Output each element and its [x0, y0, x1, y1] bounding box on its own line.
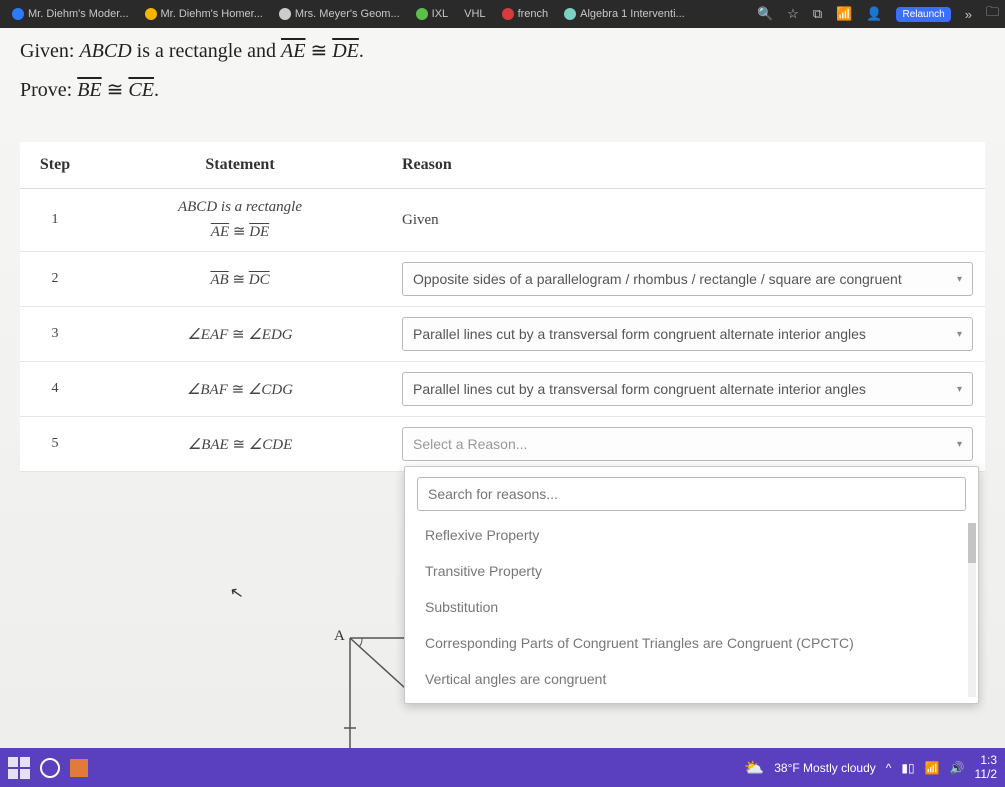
chevron-icon[interactable]: » [965, 7, 972, 22]
start-button[interactable] [8, 757, 30, 779]
reason-dropdown[interactable]: Parallel lines cut by a transversal form… [402, 317, 973, 351]
reason-cell: Parallel lines cut by a transversal form… [390, 307, 985, 362]
step-number: 4 [20, 362, 90, 417]
browser-tab-strip: Mr. Diehm's Moder... Mr. Diehm's Homer..… [0, 0, 1005, 28]
statement-cell: ∠EAF ≅ ∠EDG [90, 307, 390, 362]
windows-taskbar: ⛅ 38°F Mostly cloudy ^ ▮▯ 📶 🔊 1:3 11/2 [0, 748, 1005, 787]
browser-tab[interactable]: Algebra 1 Interventi... [558, 6, 691, 22]
reason-option[interactable]: Corresponding Parts of Congruent Triangl… [417, 625, 966, 661]
col-statement-header: Statement [90, 142, 390, 189]
cortana-icon[interactable] [40, 758, 60, 778]
chevron-down-icon: ▾ [957, 384, 962, 395]
tab-label: IXL [432, 8, 449, 20]
reason-cell: Select a Reason... ▾ [390, 417, 985, 472]
scrollbar-thumb[interactable] [968, 523, 976, 563]
step-number: 3 [20, 307, 90, 362]
tab-label: french [518, 8, 549, 20]
reason-dropdown[interactable]: Select a Reason... ▾ [402, 427, 973, 461]
tab-icon [12, 8, 24, 20]
reason-cell: Opposite sides of a parallelogram / rhom… [390, 252, 985, 307]
taskbar-date[interactable]: 11/2 [975, 768, 997, 781]
mouse-cursor-icon: ↖ [228, 582, 245, 604]
reason-option[interactable]: Vertical angles are congruent [417, 661, 966, 697]
reason-search-input[interactable] [417, 477, 966, 511]
star-icon[interactable]: ☆ [787, 6, 799, 22]
reason-option[interactable]: Substitution [417, 589, 966, 625]
tab-label: Mr. Diehm's Moder... [28, 8, 129, 20]
col-step-header: Step [20, 142, 90, 189]
chevron-down-icon: ▾ [957, 329, 962, 340]
relaunch-button[interactable]: Relaunch [896, 7, 950, 22]
browser-toolbar-icons: 🔍 ☆ ⧉ 📶 👤 Relaunch » 🗀 [757, 3, 999, 25]
chevron-down-icon: ▾ [957, 439, 962, 450]
tab-label: Algebra 1 Interventi... [580, 8, 685, 20]
step-number: 5 [20, 417, 90, 472]
browser-tab[interactable]: Mrs. Meyer's Geom... [273, 6, 406, 22]
step-number: 1 [20, 189, 90, 252]
statement-cell: ∠BAF ≅ ∠CDG [90, 362, 390, 417]
wifi-icon[interactable]: 📶 [925, 761, 940, 775]
tab-label: VHL [464, 8, 485, 20]
statement-cell: ABCD is a rectangle AE ≅ DE [90, 189, 390, 252]
battery-icon[interactable]: ▮▯ [901, 761, 914, 775]
search-icon[interactable]: 🔍 [757, 6, 773, 22]
reason-cell: Parallel lines cut by a transversal form… [390, 362, 985, 417]
prove-text: Prove: BE ≅ CE. [20, 77, 985, 102]
browser-tab[interactable]: Mr. Diehm's Homer... [139, 6, 269, 22]
tab-icon [145, 8, 157, 20]
step-number: 2 [20, 252, 90, 307]
browser-tab[interactable]: french [496, 6, 555, 22]
table-row: 5 ∠BAE ≅ ∠CDE Select a Reason... ▾ [20, 417, 985, 472]
taskbar-app-icon[interactable] [70, 759, 88, 777]
tab-icon [564, 8, 576, 20]
extensions-icon[interactable]: ⧉ [813, 6, 822, 22]
reason-option[interactable]: Reflexive Property [417, 517, 966, 553]
tray-chevron-icon[interactable]: ^ [886, 761, 892, 775]
statement-cell: ∠BAE ≅ ∠CDE [90, 417, 390, 472]
tab-label: Mr. Diehm's Homer... [161, 8, 263, 20]
page-content: Given: ABCD is a rectangle and AE ≅ DE. … [0, 28, 1005, 748]
tab-icon [279, 8, 291, 20]
reason-dropdown[interactable]: Parallel lines cut by a transversal form… [402, 372, 973, 406]
reason-cell: Given [390, 189, 985, 252]
col-reason-header: Reason [390, 142, 985, 189]
taskbar-time[interactable]: 1:3 [975, 754, 997, 767]
reason-dropdown[interactable]: Opposite sides of a parallelogram / rhom… [402, 262, 973, 296]
browser-tab[interactable]: Mr. Diehm's Moder... [6, 6, 135, 22]
svg-text:A: A [334, 628, 345, 644]
table-row: 3 ∠EAF ≅ ∠EDG Parallel lines cut by a tr… [20, 307, 985, 362]
given-text: Given: ABCD is a rectangle and AE ≅ DE. [20, 38, 985, 63]
proof-table: Step Statement Reason 1 ABCD is a rectan… [20, 142, 985, 472]
weather-icon: ⛅ [744, 758, 764, 778]
chevron-down-icon: ▾ [957, 274, 962, 285]
reason-dropdown-panel: Reflexive Property Transitive Property S… [404, 466, 979, 704]
tab-icon [502, 8, 514, 20]
reason-option[interactable]: Transitive Property [417, 553, 966, 589]
table-row: 2 AB ≅ DC Opposite sides of a parallelog… [20, 252, 985, 307]
profile-icon[interactable]: 👤 [866, 6, 882, 22]
table-row: 4 ∠BAF ≅ ∠CDG Parallel lines cut by a tr… [20, 362, 985, 417]
browser-tab[interactable]: IXL [410, 6, 455, 22]
tab-icon [416, 8, 428, 20]
browser-tab[interactable]: VHL [458, 6, 491, 22]
tab-label: Mrs. Meyer's Geom... [295, 8, 400, 20]
table-row: 1 ABCD is a rectangle AE ≅ DE Given [20, 189, 985, 252]
folder-icon[interactable]: 🗀 [986, 3, 999, 25]
volume-icon[interactable]: 🔊 [950, 761, 965, 775]
weather-text[interactable]: 38°F Mostly cloudy [774, 761, 876, 775]
dropdown-scrollbar[interactable] [968, 523, 976, 697]
statement-cell: AB ≅ DC [90, 252, 390, 307]
network-icon[interactable]: 📶 [836, 6, 852, 22]
